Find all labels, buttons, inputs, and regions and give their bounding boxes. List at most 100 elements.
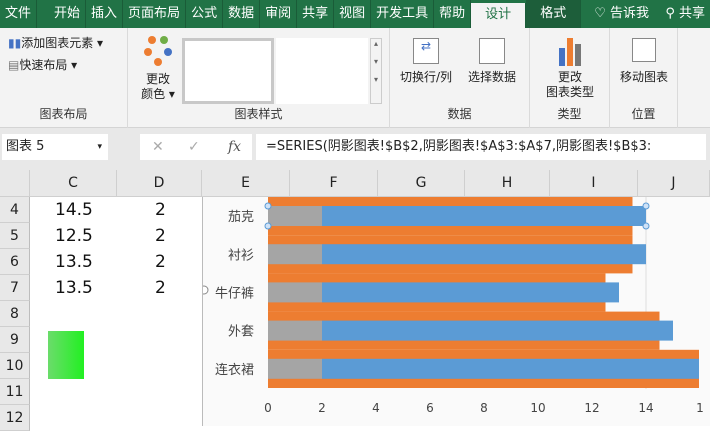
cell-c4[interactable]: 14.5 xyxy=(55,200,93,220)
cell-c7[interactable]: 13.5 xyxy=(55,278,93,298)
blue-bar xyxy=(322,206,646,226)
tab-view[interactable]: 视图 xyxy=(334,0,372,28)
formula-input[interactable]: =SERIES(阴影图表!$B$2,阴影图表!$A$3:$A$7,阴影图表!$B… xyxy=(256,134,706,160)
tab-developer[interactable]: 开发工具 xyxy=(371,0,435,28)
share-button[interactable]: ⚲ 共享 xyxy=(665,6,705,21)
column-header[interactable]: C xyxy=(30,170,117,197)
group-label: 图表布局 xyxy=(39,107,88,121)
move-chart-icon xyxy=(632,38,656,62)
group-chart-styles: 更改 颜色 ▾ ▴ ▾ ▾ 图表样式 xyxy=(128,28,390,128)
group-chart-layouts: ▮▮添加图表元素 ▾ ▤快速布局 ▾ 图表布局 xyxy=(0,28,128,128)
blue-bar xyxy=(322,244,646,265)
blue-bar xyxy=(322,282,619,303)
chart-element-icon: ▮▮ xyxy=(8,36,22,50)
cell-d6[interactable]: 2 xyxy=(155,252,166,272)
cell-d5[interactable]: 2 xyxy=(155,226,166,246)
x-tick-label: 6 xyxy=(426,401,434,415)
fx-icon[interactable]: fx xyxy=(228,139,242,155)
x-tick-label: 1 xyxy=(696,401,704,415)
row-header[interactable]: 12 xyxy=(0,405,30,431)
group-type: 更改 图表类型 类型 xyxy=(530,28,610,128)
row-header[interactable]: 5 xyxy=(0,223,30,249)
move-chart-button[interactable]: 移动图表 xyxy=(616,38,672,85)
layout-icon: ▤ xyxy=(8,58,20,72)
category-label: 外套 xyxy=(228,324,254,340)
chart-style-2[interactable] xyxy=(276,38,368,104)
column-header[interactable]: G xyxy=(378,170,465,197)
tab-review[interactable]: 审阅 xyxy=(260,0,298,28)
formula-controls: ✕ ✓ fx xyxy=(140,134,252,160)
category-label: 衬衫 xyxy=(228,248,254,263)
enter-icon[interactable]: ✓ xyxy=(188,139,200,155)
change-colors-button[interactable]: 更改 颜色 ▾ xyxy=(138,34,178,102)
name-box[interactable]: 图表 5 ▾ xyxy=(2,134,108,160)
column-header[interactable]: D xyxy=(117,170,202,197)
tab-data[interactable]: 数据 xyxy=(223,0,261,28)
change-chart-type-button[interactable]: 更改 图表类型 xyxy=(542,36,598,100)
cancel-icon[interactable]: ✕ xyxy=(152,139,164,155)
selection-handle xyxy=(642,222,650,230)
tab-file[interactable]: 文件 xyxy=(0,0,38,28)
lightbulb-icon: ♡ xyxy=(594,6,610,21)
column-header[interactable]: F xyxy=(290,170,378,197)
green-shape[interactable] xyxy=(48,331,84,379)
selection-handle xyxy=(264,202,272,210)
cell-c5[interactable]: 12.5 xyxy=(55,226,93,246)
styles-scroll[interactable]: ▴ ▾ ▾ xyxy=(370,38,382,104)
chart-style-1[interactable] xyxy=(182,38,274,104)
tab-format[interactable]: 格式 xyxy=(526,0,582,28)
blue-bar xyxy=(322,358,699,379)
tell-me[interactable]: ♡ 告诉我 xyxy=(594,6,650,21)
row-header[interactable]: 9 xyxy=(0,327,30,353)
selection-handle xyxy=(264,222,272,230)
quick-layout-button[interactable]: ▤快速布局 ▾ xyxy=(8,58,78,72)
row-header[interactable]: 10 xyxy=(0,353,30,379)
gray-bar xyxy=(268,358,322,379)
blue-bar xyxy=(322,320,673,341)
tab-page-layout[interactable]: 页面布局 xyxy=(123,0,187,28)
cell-c6[interactable]: 13.5 xyxy=(55,252,93,272)
tab-insert[interactable]: 插入 xyxy=(86,0,124,28)
category-label: 茄克 xyxy=(228,210,254,225)
select-all[interactable] xyxy=(0,170,30,197)
tab-help[interactable]: 帮助 xyxy=(434,0,472,28)
group-label: 图表样式 xyxy=(234,107,283,121)
chart-area[interactable]: 茄克 衬衫 牛仔裤 外套 连衣裙 0 2 4 6 8 10 12 14 1 xyxy=(199,197,710,426)
switch-icon: ⇄ xyxy=(413,38,440,64)
group-label: 位置 xyxy=(631,107,656,121)
cell-d7[interactable]: 2 xyxy=(155,278,166,298)
select-data-button[interactable]: 选择数据 xyxy=(468,38,516,85)
tab-home[interactable]: 开始 xyxy=(49,0,87,28)
add-chart-element-button[interactable]: ▮▮添加图表元素 ▾ xyxy=(8,36,104,50)
switch-row-column-button[interactable]: ⇄ 切换行/列 xyxy=(400,38,453,84)
column-header[interactable]: E xyxy=(202,170,290,197)
column-header[interactable]: H xyxy=(465,170,550,197)
tab-design[interactable]: 设计 xyxy=(471,3,527,28)
row-header[interactable]: 6 xyxy=(0,249,30,275)
cell-d4[interactable]: 2 xyxy=(155,200,166,220)
column-header[interactable]: J xyxy=(638,170,710,197)
group-data: ⇄ 切换行/列 选择数据 数据 xyxy=(390,28,530,128)
group-label: 类型 xyxy=(557,107,582,121)
x-tick-label: 0 xyxy=(264,401,272,415)
selection-handle xyxy=(642,202,650,210)
person-icon: ⚲ xyxy=(665,6,679,21)
row-header[interactable]: 4 xyxy=(0,197,30,223)
x-tick-label: 8 xyxy=(480,401,488,415)
row-header[interactable]: 7 xyxy=(0,275,30,301)
column-header[interactable]: I xyxy=(550,170,638,197)
gray-bar xyxy=(268,282,322,303)
chart-resize-handle xyxy=(199,285,209,295)
gray-bar xyxy=(268,320,322,341)
row-header[interactable]: 11 xyxy=(0,379,30,405)
select-data-icon xyxy=(479,38,505,64)
x-tick-label: 4 xyxy=(372,401,380,415)
palette-icon xyxy=(144,36,172,66)
x-tick-label: 12 xyxy=(584,401,599,415)
row-header[interactable]: 8 xyxy=(0,301,30,327)
tab-formulas[interactable]: 公式 xyxy=(186,0,224,28)
chevron-down-icon: ▾ xyxy=(97,142,102,152)
x-tick-label: 2 xyxy=(318,401,326,415)
tab-share[interactable]: 共享 xyxy=(297,0,335,28)
